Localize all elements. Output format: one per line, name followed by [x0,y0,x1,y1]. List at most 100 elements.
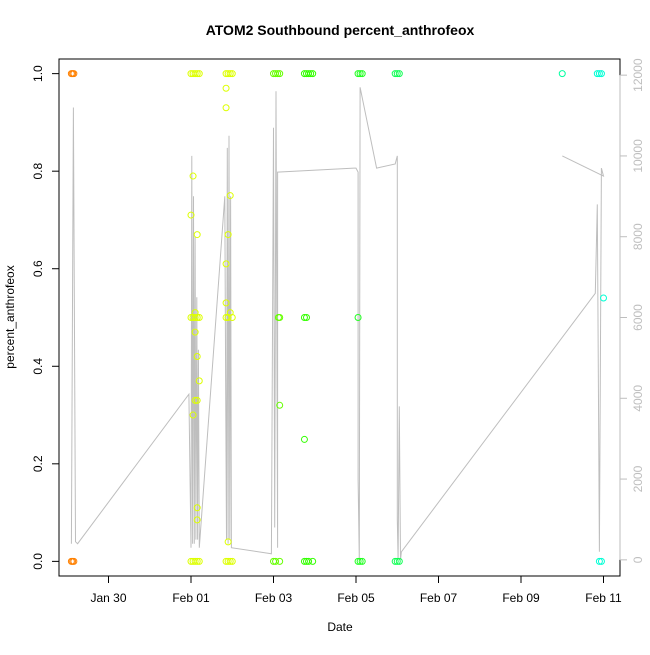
data-point [224,557,232,565]
data-point [354,557,362,565]
data-point [300,557,308,565]
x-axis-label: Date [327,620,353,634]
data-point [193,396,201,404]
data-point [228,70,236,78]
y2-tick-label: 8000 [631,223,645,250]
data-point [193,231,201,239]
data-point [356,557,364,565]
data-point [300,314,308,321]
data-point [393,557,401,565]
data-point [276,70,284,78]
data-point [558,70,566,78]
data-point [191,70,199,78]
y-axis: 0.0 0.2 0.4 0.6 0.8 1.0 [31,65,60,570]
data-point [274,70,282,78]
data-point [195,314,203,321]
x-tick-label: Feb 09 [502,591,540,605]
data-point [193,504,201,512]
x-tick-label: Feb 07 [420,591,458,605]
data-point [354,70,362,78]
x-tick-label: Jan 30 [90,591,126,605]
y-tick-label: 0.4 [31,358,45,375]
secondary-line-layer [70,87,605,560]
x-axis: Jan 30 Feb 01 Feb 03 Feb 05 Feb 07 Feb 09 Feb … [90,575,622,605]
data-point [70,557,78,565]
data-point [276,557,284,565]
data-point [358,557,366,565]
y2-tick-label: 2000 [631,465,645,492]
data-point [189,172,197,180]
data-point [391,557,399,565]
y2-tick-label: 12000 [631,58,645,92]
data-point [600,294,607,302]
data-point [309,70,317,78]
data-point [195,70,203,78]
data-point [193,70,201,78]
data-point [222,299,230,307]
data-point [191,557,199,565]
data-point [597,70,605,78]
data-point [300,435,308,443]
data-point [226,192,234,200]
data-point [597,557,605,565]
data-point [307,70,315,78]
data-point [195,377,203,385]
data-point [303,314,310,321]
data-point [309,557,317,565]
data-point [187,211,195,219]
x-tick-label: Feb 03 [255,591,293,605]
data-point [191,328,199,336]
data-point [195,557,203,565]
data-point [193,353,201,361]
data-point [228,557,236,565]
data-point [222,104,230,112]
y2-tick-label: 0 [631,556,645,563]
data-point [358,70,366,78]
data-point [595,557,603,565]
y-tick-label: 0.0 [31,553,45,570]
data-point [224,538,232,546]
data-point [356,70,364,78]
data-point [191,309,199,317]
y2-axis: 0 2000 4000 6000 8000 10000 12000 [619,58,645,563]
data-point [191,396,199,404]
data-point [189,411,197,419]
x-tick-label: Feb 01 [172,591,210,605]
points-layer [67,70,607,565]
data-point [276,314,284,321]
data-point [224,231,232,239]
x-tick-label: Feb 05 [337,591,375,605]
y-axis-label: percent_anthrofeox [3,265,17,368]
y2-tick-label: 4000 [631,385,645,412]
data-point [276,401,284,409]
data-point [354,314,362,321]
x-tick-label: Feb 11 [585,591,622,605]
data-point [305,70,313,78]
data-point [70,70,78,78]
chart-title: ATOM2 Southbound percent_anthrofeox [206,22,475,38]
data-point [193,557,201,565]
data-point [228,314,236,321]
y2-tick-label: 10000 [631,139,645,173]
y-tick-label: 0.2 [31,455,45,472]
y-tick-label: 0.6 [31,260,45,277]
data-point [593,70,601,78]
data-point [222,84,230,92]
data-point [226,557,234,565]
plot-frame [58,58,621,577]
data-point [193,516,201,524]
data-point [393,70,401,78]
y2-tick-label: 6000 [631,304,645,331]
data-point [272,557,280,565]
data-point [224,70,232,78]
data-point [222,260,230,268]
data-point [226,70,234,78]
data-point [391,70,399,78]
data-point [395,70,403,78]
y-tick-label: 1.0 [31,65,45,82]
data-point [305,557,313,565]
data-point [395,557,403,565]
y-tick-label: 0.8 [31,163,45,180]
data-point [595,70,603,78]
